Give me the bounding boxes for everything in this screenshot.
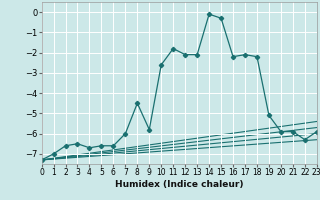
X-axis label: Humidex (Indice chaleur): Humidex (Indice chaleur) [115,180,244,189]
